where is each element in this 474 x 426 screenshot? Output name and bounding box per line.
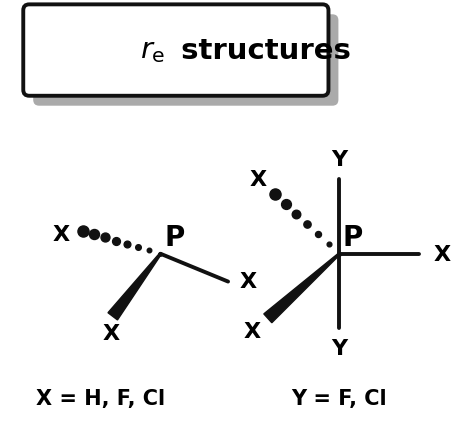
Text: P: P	[342, 223, 363, 251]
Text: structures: structures	[171, 37, 351, 65]
FancyBboxPatch shape	[33, 15, 338, 106]
Text: P: P	[164, 223, 185, 251]
Polygon shape	[264, 253, 340, 323]
Text: X: X	[239, 271, 256, 291]
Text: $\mathit{r}_\mathregular{e}$: $\mathit{r}_\mathregular{e}$	[140, 37, 166, 65]
FancyBboxPatch shape	[23, 6, 328, 97]
Text: X: X	[102, 323, 119, 343]
Text: X: X	[243, 322, 261, 341]
Text: X = H, F, Cl: X = H, F, Cl	[36, 388, 165, 408]
Text: Y = F, Cl: Y = F, Cl	[292, 388, 387, 408]
Text: Y: Y	[331, 338, 347, 358]
Text: X: X	[433, 244, 450, 264]
Text: Y: Y	[331, 150, 347, 170]
Text: X: X	[53, 225, 70, 244]
Polygon shape	[108, 253, 161, 320]
Text: X: X	[249, 170, 266, 190]
